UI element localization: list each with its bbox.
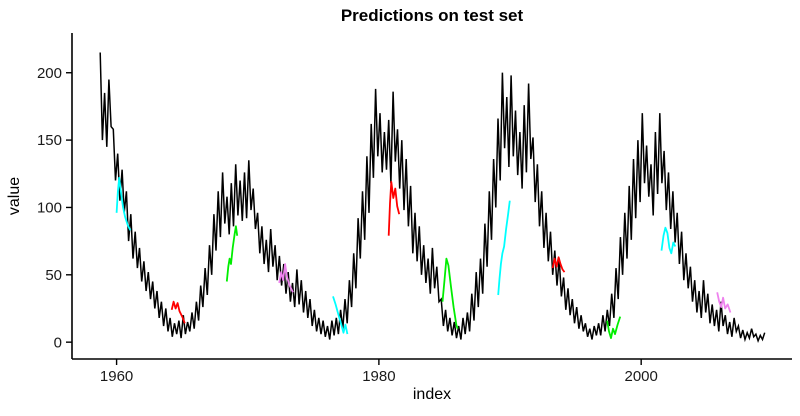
chart-title: Predictions on test set	[340, 6, 524, 25]
y-axis-title: value	[6, 176, 23, 216]
prediction-segment-green-1	[225, 225, 239, 282]
prediction-segment-green-2	[441, 257, 459, 329]
prediction-segment-red-2	[387, 180, 401, 236]
prediction-segment-green-3	[606, 316, 622, 340]
prediction-segment-cyan-2	[332, 296, 349, 335]
observed-series-line	[99, 52, 766, 343]
prediction-segment-cyan-1	[115, 176, 132, 231]
y-tick-label: 100	[37, 200, 62, 217]
y-tick-label: 50	[45, 267, 62, 284]
prediction-segment-violet-2	[716, 292, 732, 313]
y-tick-label: 150	[37, 132, 62, 149]
x-tick-label: 1980	[362, 368, 395, 385]
x-tick-label: 1960	[100, 368, 133, 385]
y-tick-label: 0	[54, 334, 62, 351]
x-tick-label: 2000	[624, 368, 657, 385]
prediction-segment-red-3	[551, 256, 566, 273]
y-tick-label: 200	[37, 65, 62, 82]
prediction-segment-cyan-3	[497, 200, 511, 296]
prediction-segment-red-1	[170, 300, 186, 324]
x-axis-title: index	[412, 386, 452, 403]
prediction-segment-cyan-4	[660, 226, 677, 255]
prediction-segment-violet-1	[278, 263, 294, 293]
